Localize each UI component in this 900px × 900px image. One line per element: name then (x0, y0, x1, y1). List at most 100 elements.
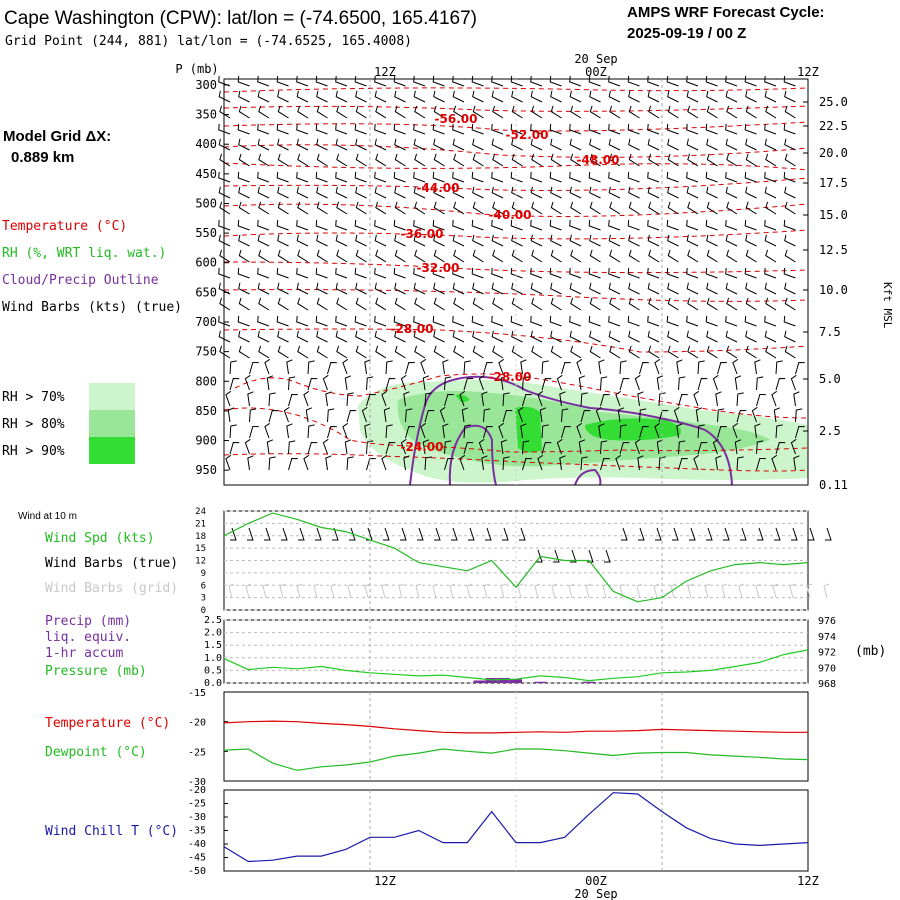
height-tick-label: 5.0 (819, 372, 841, 386)
wind-barb (511, 105, 523, 119)
wind-barb (374, 75, 387, 87)
wind-barb (531, 297, 543, 311)
wind-barb (381, 390, 388, 407)
wind-barb (765, 345, 777, 359)
wind-barb (266, 439, 274, 455)
wind-barb (687, 345, 699, 359)
precip-tick-label: 1.0 (204, 653, 222, 664)
precip-tick-label: 1.5 (204, 640, 222, 651)
wind-barb (249, 408, 257, 423)
wind-barb (678, 393, 688, 407)
wind-barb (393, 171, 406, 183)
precip-tick-label: 0.0 (204, 678, 222, 689)
wind-barb (745, 105, 757, 119)
wind-barb (374, 138, 387, 151)
wind-barb (375, 297, 387, 311)
wind-barb (510, 171, 523, 183)
wind-barb (706, 201, 718, 215)
wind-barb (394, 234, 406, 247)
wind-barb (452, 330, 465, 343)
wind-barb (734, 375, 742, 391)
pressure-tick-label-right: 968 (818, 679, 836, 690)
wind-barb (764, 186, 777, 199)
isotherm-8 (223, 261, 809, 274)
wind-barb (277, 345, 289, 359)
wind-barb (258, 153, 270, 167)
wind-barb (648, 249, 660, 263)
wind-barb (537, 454, 544, 471)
wind-barb (619, 441, 630, 455)
wind-barb (619, 377, 630, 391)
wind-barb (784, 138, 796, 151)
wind-barb-grid (398, 583, 405, 599)
wind-barb (219, 249, 231, 263)
wind-barb (237, 315, 250, 327)
wind-barb-grid (381, 583, 388, 599)
legend-pressure: Pressure (mb) (45, 664, 147, 679)
isotherm-label: -40.00 (489, 208, 532, 222)
wind-barb (268, 392, 276, 407)
wind-barb (648, 201, 660, 215)
wind-barb (678, 440, 686, 455)
height-tick-label: 12.5 (819, 243, 848, 257)
wind-barb (335, 315, 348, 327)
wind-barb (400, 438, 407, 455)
wind-barb (765, 105, 777, 119)
legend-rh80: RH > 80% (2, 417, 65, 432)
wind-barb (705, 267, 718, 279)
wind-barb (589, 330, 601, 343)
wind-barb (336, 105, 348, 119)
isotherm-label: -28.00 (489, 370, 532, 384)
wind-barb (325, 391, 332, 407)
wind-barb (732, 358, 739, 375)
wind-barb (561, 361, 571, 375)
wind-barb (413, 234, 426, 247)
wind-barb-true (417, 527, 424, 541)
wind-barb (414, 297, 426, 311)
wind-barb (394, 153, 406, 167)
wind-barb (366, 376, 374, 391)
wind-barb (344, 375, 352, 391)
wind-barb (705, 75, 718, 87)
wind-barb (569, 123, 582, 135)
wind-barb (237, 171, 250, 183)
wind-barb (673, 406, 680, 423)
wind-barb (288, 393, 298, 407)
wind-barb (531, 153, 543, 167)
wind-barb (403, 455, 410, 471)
wind-barb (530, 123, 543, 135)
wind-barb (227, 407, 235, 423)
wind-barb-grid (245, 583, 252, 599)
wind-barb (697, 360, 705, 375)
wind-barb (346, 409, 357, 423)
wind-barb (745, 282, 757, 295)
wind-barb (520, 359, 527, 375)
wind-barb (297, 153, 309, 167)
wind-barb (459, 390, 466, 407)
wind-barb (676, 423, 683, 439)
wind-barb (765, 297, 777, 311)
wind-barb (725, 123, 738, 135)
isotherm-9 (223, 289, 809, 302)
wind-barb (316, 138, 328, 151)
wind-barb (381, 454, 388, 471)
wind-barb-true (230, 527, 237, 541)
wind-barb (432, 171, 445, 183)
wind-tick-label: 18 (195, 532, 206, 542)
legend-wind-chill: Wind Chill T (°C) (45, 824, 178, 839)
precip-bar (497, 677, 510, 683)
wind-barb (550, 105, 562, 119)
wind-barb (491, 186, 504, 199)
wind-barb (327, 425, 337, 439)
legend-wind-barbs: Wind Barbs (kts) (true) (2, 300, 182, 315)
wind-barb (706, 297, 718, 311)
wind-barb (500, 439, 508, 455)
wind-barb (218, 138, 231, 151)
wind-barb (413, 123, 426, 135)
wind-barb (697, 424, 705, 439)
wind-barb (277, 282, 289, 295)
height-tick-label: 22.5 (819, 119, 848, 133)
wind-tick-label: 21 (195, 519, 206, 529)
wind-barb-grid (602, 583, 609, 599)
wind-barb (725, 267, 738, 279)
